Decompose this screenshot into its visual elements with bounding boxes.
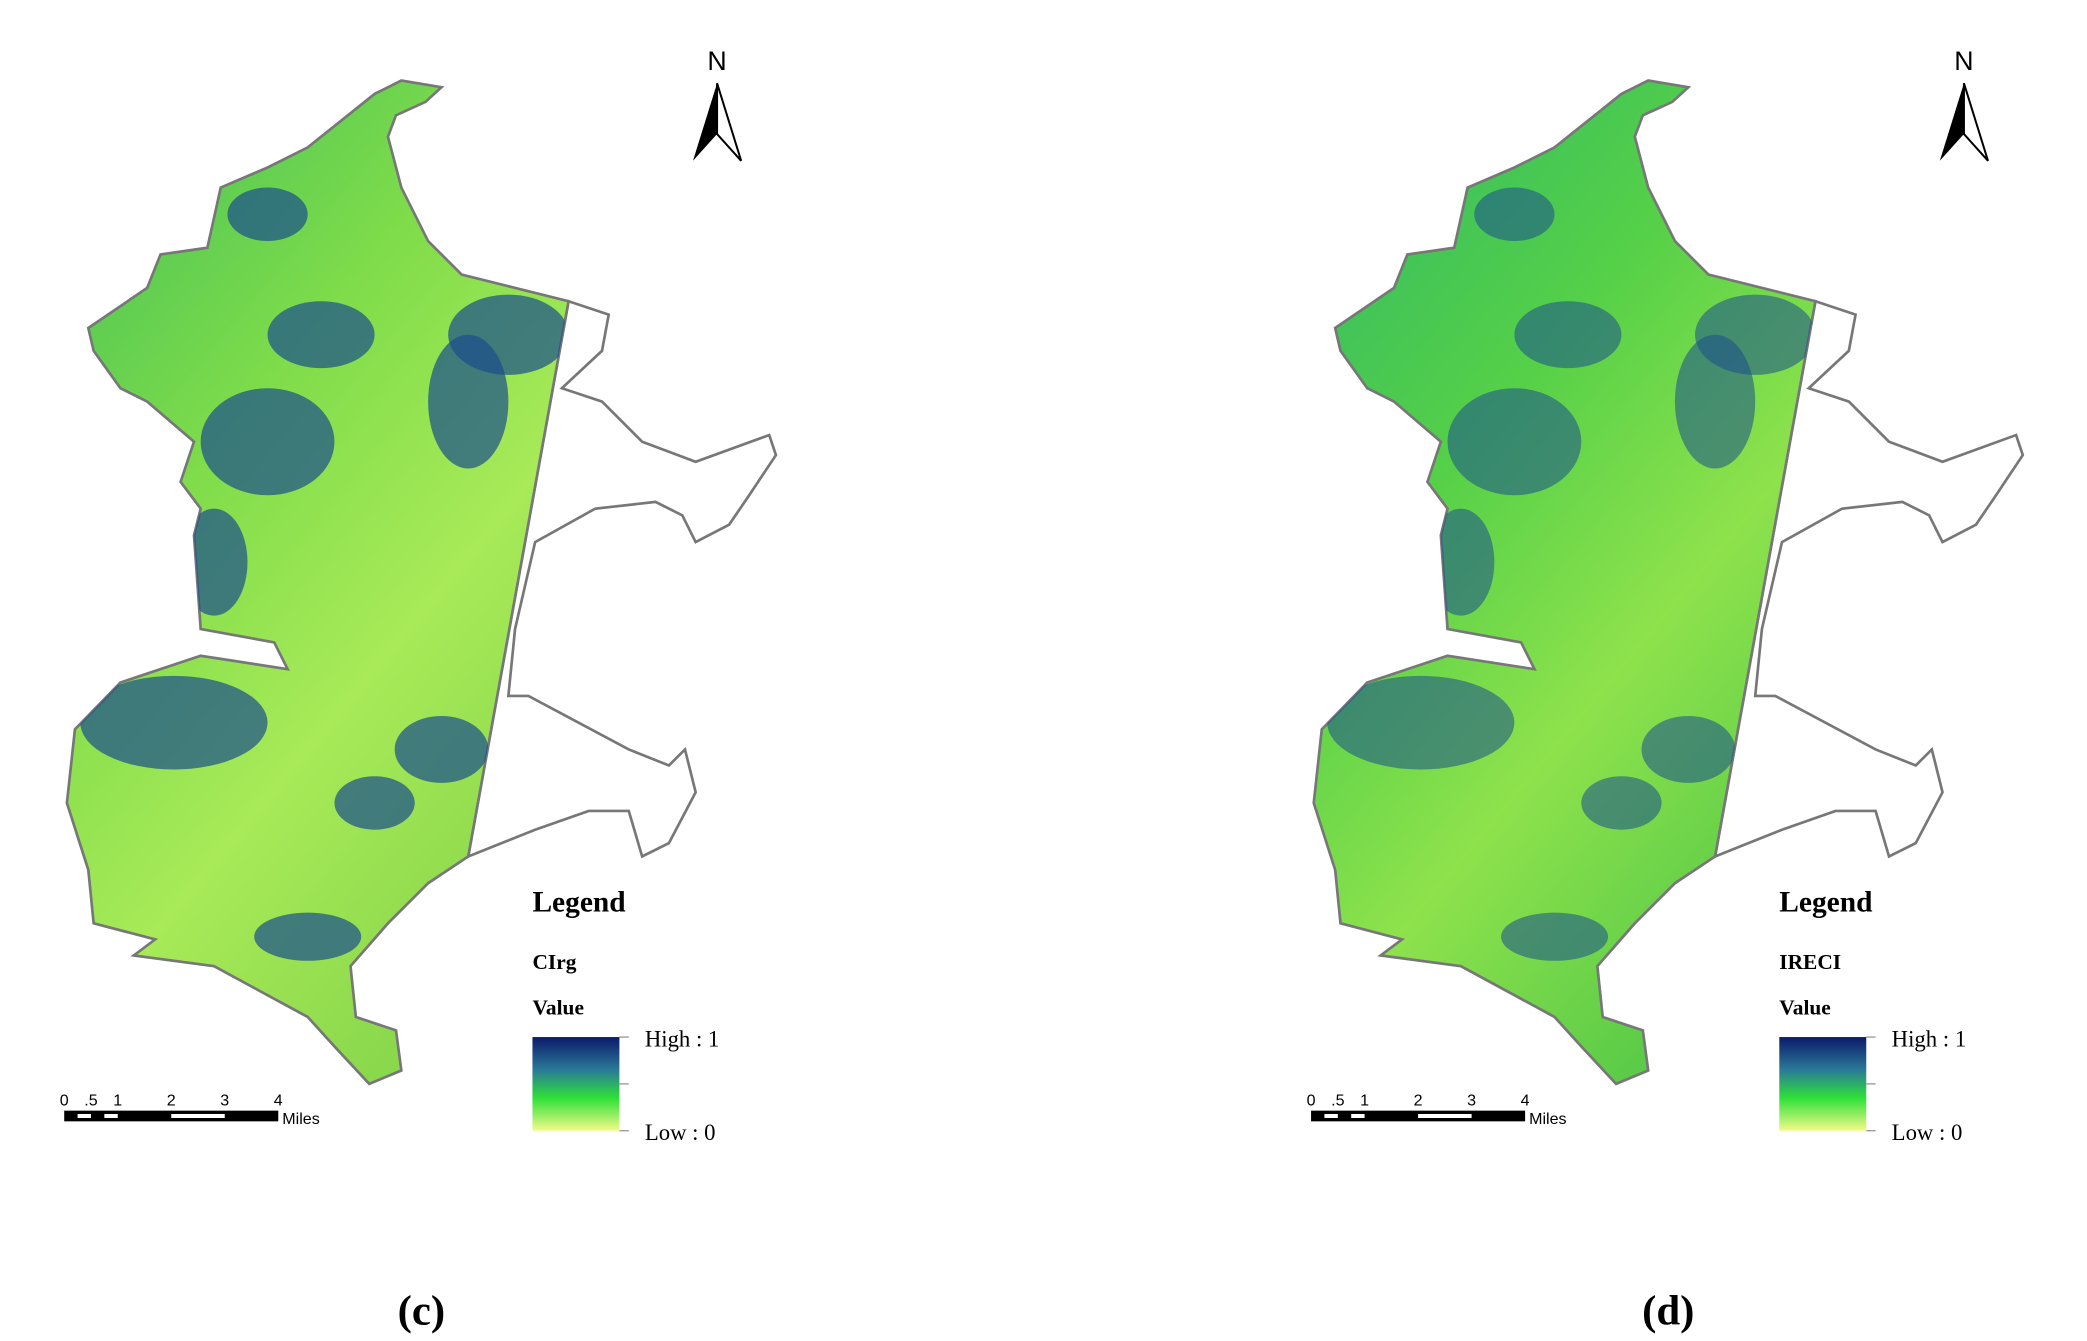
high-value-patch bbox=[428, 334, 509, 469]
scale-bar-label: .5 bbox=[1331, 1091, 1344, 1109]
high-value-patch bbox=[267, 301, 375, 369]
legend-layer: CIrg bbox=[532, 950, 576, 974]
high-value-patch bbox=[227, 187, 308, 242]
legend-layer: IRECI bbox=[1779, 950, 1841, 974]
panel: N Legend CIrg Value High : 1 Low : 0 0 .5 1 2 3 4Mi… bbox=[60, 46, 778, 1335]
scale-bar-segment bbox=[1418, 1113, 1472, 1119]
scale-bar-segment bbox=[171, 1113, 225, 1119]
legend-field: Value bbox=[1779, 995, 1831, 1019]
legend-low: Low : 0 bbox=[645, 1120, 716, 1145]
scale-bar-unit: Miles bbox=[282, 1110, 319, 1128]
north-label: N bbox=[1954, 46, 1973, 76]
map-outline bbox=[466, 299, 778, 859]
scale-bar-label: 0 bbox=[60, 1091, 69, 1109]
north-arrow-right bbox=[1962, 82, 1989, 162]
map-area bbox=[1312, 79, 1817, 1086]
high-value-patch bbox=[180, 508, 248, 616]
high-value-patch bbox=[334, 776, 415, 830]
scale-bar-frame bbox=[64, 1110, 279, 1122]
scale-bar-label: .5 bbox=[84, 1091, 97, 1109]
legend-low: Low : 0 bbox=[1892, 1120, 1963, 1145]
high-value-patch bbox=[1514, 301, 1622, 369]
legend-high: High : 1 bbox=[1892, 1026, 1967, 1051]
high-value-patch bbox=[394, 715, 489, 783]
high-value-patch bbox=[1581, 776, 1662, 830]
scale-bar-segment bbox=[1351, 1113, 1365, 1119]
north-arrow-right bbox=[716, 82, 743, 162]
legend-title: Legend bbox=[1779, 886, 1873, 918]
map-area bbox=[65, 79, 571, 1086]
high-value-patch bbox=[1474, 187, 1555, 242]
high-value-patch bbox=[254, 912, 362, 961]
north-arrow-left bbox=[1939, 83, 1964, 161]
scale-bar-segment bbox=[77, 1113, 91, 1119]
high-value-patch bbox=[200, 388, 335, 496]
scale-bar-label: 0 bbox=[1307, 1091, 1316, 1109]
map-texture bbox=[1327, 187, 1816, 961]
north-arrow-left bbox=[692, 83, 718, 161]
panel-caption: (d) bbox=[1642, 1288, 1694, 1335]
high-value-patch bbox=[1501, 912, 1609, 961]
panel-caption: (c) bbox=[398, 1288, 446, 1335]
high-value-patch bbox=[1447, 388, 1582, 496]
scale-bar-label: 1 bbox=[1360, 1091, 1369, 1109]
scale-bar-label: 3 bbox=[220, 1091, 229, 1109]
color-ramp bbox=[1779, 1037, 1867, 1131]
high-value-patch bbox=[1427, 508, 1495, 616]
scale-bar-label: 2 bbox=[1414, 1091, 1423, 1109]
scale-bar-segment bbox=[1324, 1113, 1338, 1119]
panel: N Legend IRECI Value High : 1 Low : 0 0 .5 1 2 3 4M… bbox=[1307, 46, 2025, 1335]
scale-bar-frame bbox=[1311, 1110, 1526, 1122]
high-value-patch bbox=[1641, 715, 1736, 783]
high-value-patch bbox=[80, 675, 268, 770]
legend-high: High : 1 bbox=[645, 1026, 720, 1051]
scale-bar-unit: Miles bbox=[1529, 1110, 1566, 1128]
scale-bar-label: 2 bbox=[167, 1091, 176, 1109]
color-ramp bbox=[532, 1037, 620, 1131]
legend-field: Value bbox=[532, 995, 584, 1019]
north-label: N bbox=[707, 46, 726, 76]
scale-bar-segment bbox=[104, 1113, 118, 1119]
map-texture bbox=[80, 187, 569, 961]
map-outline bbox=[1713, 299, 2025, 859]
high-value-patch bbox=[1327, 675, 1515, 770]
scale-bar-label: 4 bbox=[1521, 1091, 1530, 1109]
scale-bar-label: 4 bbox=[274, 1091, 283, 1109]
legend-title: Legend bbox=[532, 886, 626, 918]
high-value-patch bbox=[1674, 334, 1756, 469]
scale-bar-label: 1 bbox=[113, 1091, 122, 1109]
scale-bar-label: 3 bbox=[1467, 1091, 1476, 1109]
